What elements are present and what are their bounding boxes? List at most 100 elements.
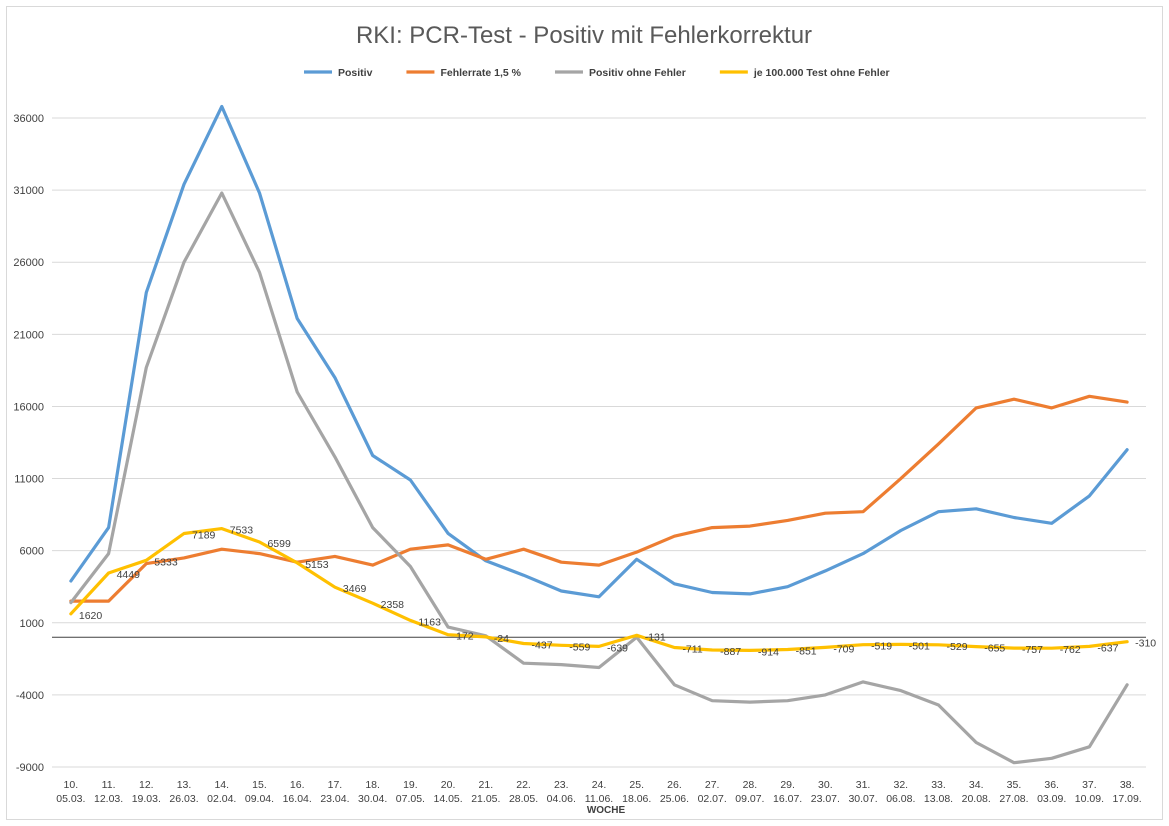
x-tick-date: 30.04. [358,793,387,805]
x-tick-week: 37. [1082,779,1097,791]
x-tick-week: 16. [290,779,305,791]
x-tick-date: 26.03. [169,793,198,805]
x-tick-label: 27. 02.07. [698,779,727,805]
x-tick-date: 17.09. [1113,793,1142,805]
data-label: -711 [682,643,702,655]
x-tick-label: 33. 13.08. [924,779,953,805]
series-line [71,529,1127,651]
data-label: -709 [833,643,854,655]
x-tick-label: 35. 27.08. [999,779,1028,805]
data-label: -887 [720,646,741,658]
data-label: -639 [607,642,628,654]
y-tick-label: 6000 [20,546,44,558]
legend-item: je 100.000 Test ohne Fehler [720,67,890,79]
y-tick-label: 1000 [20,618,44,630]
y-tick-label: 36000 [13,113,44,125]
x-tick-label: 11. 12.03. [94,779,123,805]
x-tick-week: 26. [667,779,682,791]
data-label: 1163 [418,616,441,628]
y-tick-label: -9000 [16,762,44,774]
x-tick-date: 16.07. [773,793,802,805]
data-label: 2358 [381,599,405,611]
x-tick-label: 14. 02.04. [207,779,236,805]
legend: Positiv Fehlerrate 1,5 % Positiv ohne Fehl… [304,67,890,79]
x-tick-week: 13. [177,779,192,791]
x-tick-label: 36. 03.09. [1037,779,1066,805]
x-tick-week: 27. [705,779,720,791]
x-tick-label: 13. 26.03. [169,779,198,805]
data-label: -437 [532,640,553,652]
data-label: 7533 [230,525,254,537]
x-tick-date: 06.08. [886,793,915,805]
x-tick-label: 15. 09.04. [245,779,274,805]
x-tick-week: 22. [516,779,531,791]
x-tick-date: 07.05. [396,793,425,805]
data-label: -655 [984,643,1005,655]
x-tick-label: 29. 16.07. [773,779,802,805]
x-tick-label: 25. 18.06. [622,779,651,805]
series-line [71,107,1127,597]
x-tick-week: 32. [893,779,908,791]
x-tick-date: 04.06. [547,793,576,805]
y-axis-ticks: 36000 31000 26000 21000 16000 11000 6000 1000 -4… [13,113,44,774]
legend-label: Positiv [338,67,373,79]
x-tick-week: 36. [1044,779,1059,791]
x-tick-week: 15. [252,779,267,791]
data-label: 1620 [79,610,103,622]
x-tick-date: 18.06. [622,793,651,805]
gridlines [52,118,1146,767]
data-label: -851 [796,645,817,657]
x-tick-date: 09.07. [735,793,764,805]
legend-item: Positiv ohne Fehler [555,67,686,79]
x-tick-label: 34. 20.08. [962,779,991,805]
data-label: -757 [1022,644,1043,656]
data-label: -501 [909,640,930,652]
data-label: -914 [758,646,779,658]
data-labels: 1620 4449 5333 7189 7533 6599 5153 3469 2358 1163… [79,525,1156,659]
x-tick-week: 35. [1007,779,1022,791]
x-tick-date: 02.04. [207,793,236,805]
legend-label: Positiv ohne Fehler [589,67,686,79]
legend-item: Fehlerrate 1,5 % [406,67,521,79]
data-label: -310 [1135,638,1156,650]
legend-label: Fehlerrate 1,5 % [440,67,521,79]
x-tick-label: 21. 21.05. [471,779,500,805]
x-tick-label: 31. 30.07. [848,779,877,805]
x-tick-date: 10.09. [1075,793,1104,805]
data-label: 3469 [343,583,367,595]
x-tick-date: 11.06. [585,793,613,805]
x-tick-label: 23. 04.06. [547,779,576,805]
x-tick-label: 37. 10.09. [1075,779,1104,805]
x-tick-label: 19. 07.05. [396,779,425,805]
x-tick-label: 38. 17.09. [1113,779,1142,805]
x-axis-ticks: 10.05.03.11.12.03.12.19.03.13.26.03.14.0… [56,779,1141,805]
y-tick-label: 26000 [13,257,44,269]
data-label: -637 [1097,642,1118,654]
x-tick-week: 18. [365,779,380,791]
x-tick-week: 20. [441,779,456,791]
series-line [71,193,1127,763]
x-tick-week: 25. [629,779,644,791]
x-tick-label: 30. 23.07. [811,779,840,805]
x-tick-week: 33. [931,779,946,791]
x-tick-label: 17. 23.04. [320,779,349,805]
x-tick-label: 24. 11.06. [585,779,613,805]
x-tick-date: 23.07. [811,793,840,805]
x-tick-date: 28.05. [509,793,538,805]
legend-label: je 100.000 Test ohne Fehler [753,67,890,79]
data-label: 4449 [117,569,141,581]
x-axis-title: WOCHE [587,805,626,816]
data-label: -131 [645,631,666,643]
x-tick-date: 25.06. [660,793,689,805]
x-tick-label: 20. 14.05. [434,779,463,805]
x-tick-week: 17. [328,779,343,791]
y-tick-label: 31000 [13,185,44,197]
x-tick-week: 10. [64,779,79,791]
x-tick-week: 12. [139,779,154,791]
x-tick-date: 13.08. [924,793,953,805]
x-tick-date: 09.04. [245,793,274,805]
data-label: -24 [494,633,509,645]
x-tick-label: 12. 19.03. [132,779,161,805]
chart-title: RKI: PCR-Test - Positiv mit Fehlerkorrek… [356,22,812,49]
data-label: 5333 [154,556,178,568]
